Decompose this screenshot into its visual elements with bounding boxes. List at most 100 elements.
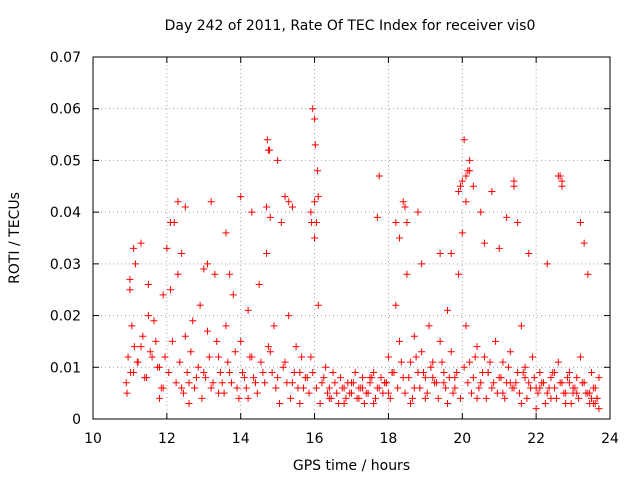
data-point bbox=[455, 270, 463, 278]
data-point bbox=[565, 368, 573, 376]
data-point bbox=[444, 306, 452, 314]
data-point bbox=[191, 384, 199, 392]
data-point bbox=[458, 177, 466, 185]
data-point bbox=[176, 358, 184, 366]
data-point bbox=[364, 389, 372, 397]
data-point bbox=[185, 399, 193, 407]
data-point bbox=[181, 203, 189, 211]
data-point bbox=[360, 399, 368, 407]
data-point bbox=[410, 384, 418, 392]
y-tick-labels: 0 0.01 0.02 0.03 0.04 0.05 0.06 0.07 bbox=[50, 50, 81, 428]
data-point bbox=[165, 368, 173, 376]
data-point bbox=[154, 363, 162, 371]
data-point bbox=[185, 379, 193, 387]
data-point bbox=[157, 384, 165, 392]
data-point bbox=[455, 187, 463, 195]
data-point bbox=[394, 384, 402, 392]
data-point bbox=[508, 384, 516, 392]
data-point bbox=[320, 374, 328, 382]
data-point bbox=[517, 322, 525, 330]
data-point bbox=[359, 384, 367, 392]
data-point bbox=[501, 394, 509, 402]
data-point bbox=[314, 301, 322, 309]
data-point bbox=[227, 379, 235, 387]
data-point bbox=[224, 358, 232, 366]
data-point bbox=[277, 218, 285, 226]
data-point bbox=[589, 399, 597, 407]
data-point bbox=[410, 332, 418, 340]
data-point bbox=[322, 363, 330, 371]
data-point bbox=[543, 389, 551, 397]
data-point bbox=[484, 368, 492, 376]
data-point bbox=[460, 136, 468, 144]
data-point bbox=[292, 343, 300, 351]
y-tick-label: 0.06 bbox=[50, 102, 81, 118]
data-point bbox=[323, 389, 331, 397]
data-point bbox=[488, 187, 496, 195]
data-point bbox=[183, 368, 191, 376]
data-point bbox=[438, 358, 446, 366]
x-tick-label: 20 bbox=[453, 431, 471, 447]
data-point bbox=[499, 389, 507, 397]
data-point bbox=[407, 399, 415, 407]
data-point bbox=[482, 394, 490, 402]
data-point bbox=[418, 348, 426, 356]
data-point bbox=[503, 213, 511, 221]
data-point bbox=[412, 353, 420, 361]
y-tick-label: 0.01 bbox=[50, 360, 81, 376]
data-point bbox=[375, 172, 383, 180]
data-point bbox=[525, 250, 533, 258]
data-point bbox=[192, 374, 200, 382]
data-point bbox=[174, 198, 182, 206]
data-point bbox=[510, 177, 518, 185]
data-point bbox=[456, 394, 464, 402]
data-point bbox=[189, 317, 197, 325]
data-point bbox=[144, 281, 152, 289]
data-point bbox=[333, 389, 341, 397]
data-point bbox=[311, 141, 319, 149]
data-point bbox=[534, 389, 542, 397]
data-point bbox=[325, 384, 333, 392]
data-point bbox=[469, 374, 477, 382]
data-point bbox=[203, 327, 211, 335]
data-point bbox=[200, 265, 208, 273]
data-point bbox=[314, 167, 322, 175]
data-point bbox=[268, 368, 276, 376]
data-points bbox=[122, 105, 603, 413]
data-point bbox=[294, 384, 302, 392]
data-point bbox=[429, 358, 437, 366]
data-point bbox=[447, 348, 455, 356]
data-point bbox=[222, 229, 230, 237]
data-point bbox=[464, 167, 472, 175]
data-point bbox=[480, 353, 488, 361]
data-point bbox=[399, 198, 407, 206]
data-point bbox=[311, 234, 319, 242]
data-point bbox=[543, 260, 551, 268]
data-point bbox=[453, 368, 461, 376]
data-point bbox=[161, 353, 169, 361]
data-point bbox=[263, 250, 271, 258]
data-point bbox=[150, 317, 158, 325]
data-point bbox=[307, 208, 315, 216]
data-point bbox=[458, 229, 466, 237]
data-point bbox=[263, 136, 271, 144]
y-tick-label: 0.04 bbox=[50, 205, 81, 221]
data-point bbox=[209, 379, 217, 387]
data-point bbox=[338, 384, 346, 392]
data-point bbox=[250, 374, 258, 382]
data-point bbox=[240, 374, 248, 382]
data-point bbox=[307, 353, 315, 361]
data-point bbox=[181, 332, 189, 340]
data-point bbox=[497, 374, 505, 382]
data-point bbox=[370, 368, 378, 376]
data-point bbox=[449, 389, 457, 397]
data-point bbox=[163, 244, 171, 252]
data-point bbox=[440, 368, 448, 376]
data-point bbox=[492, 337, 500, 345]
data-point bbox=[377, 374, 385, 382]
data-point bbox=[486, 358, 494, 366]
data-point bbox=[466, 156, 474, 164]
data-point bbox=[298, 353, 306, 361]
data-point bbox=[288, 203, 296, 211]
data-point bbox=[178, 250, 186, 258]
